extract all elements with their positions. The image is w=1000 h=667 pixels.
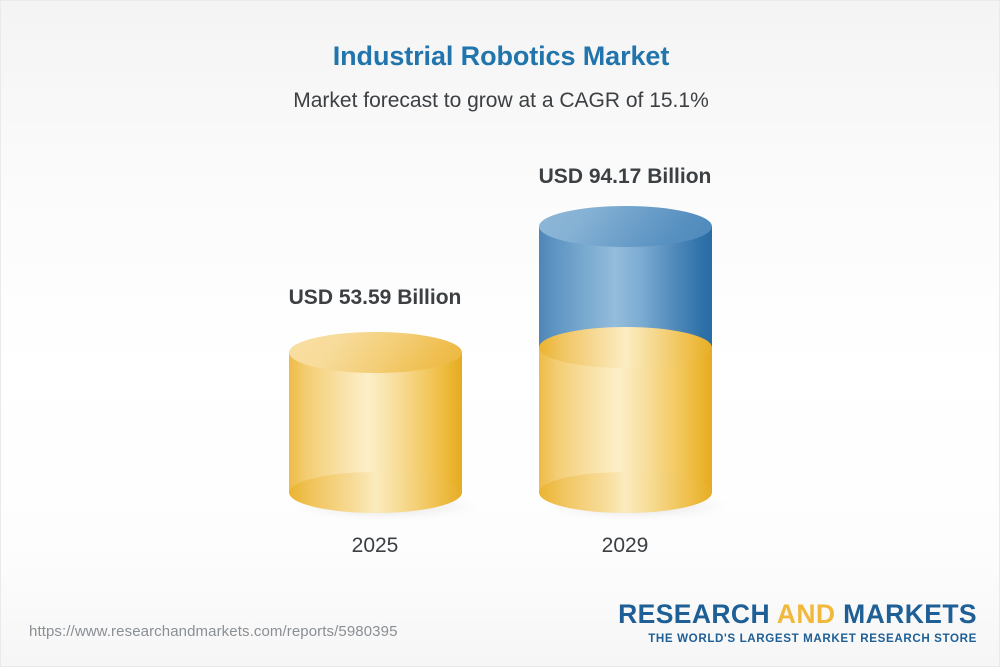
cylinder-top-cap: [289, 332, 462, 373]
cylinder-bottom-cap: [289, 472, 462, 513]
bar-cylinder-2025[interactable]: [289, 332, 475, 519]
report-url[interactable]: https://www.researchandmarkets.com/repor…: [29, 623, 398, 640]
brand-tagline: THE WORLD'S LARGEST MARKET RESEARCH STOR…: [648, 631, 977, 645]
value-label-2029: USD 94.17 Billion: [538, 165, 712, 188]
cylinder-bottom-cap: [539, 472, 712, 513]
brand-word-research: RESEARCH: [618, 599, 777, 629]
brand-word-and: AND: [776, 599, 836, 629]
brand-logo[interactable]: RESEARCH AND MARKETS THE WORLD'S LARGEST…: [618, 599, 977, 645]
axis-label-2025: 2025: [351, 534, 399, 557]
chart-subtitle: Market forecast to grow at a CAGR of 15.…: [293, 89, 709, 112]
axis-label-2029: 2029: [601, 534, 649, 557]
cylinder-body-base-fill: [289, 352, 462, 493]
brand-wordmark: RESEARCH AND MARKETS: [618, 599, 977, 629]
cylinder-split-cap: [539, 327, 712, 368]
value-label-2025: USD 53.59 Billion: [288, 286, 462, 309]
brand-word-markets: MARKETS: [835, 599, 977, 629]
page-title: Industrial Robotics Market: [332, 41, 670, 71]
bar-cylinder-2029[interactable]: [539, 206, 725, 519]
cylinder-top-cap: [539, 206, 712, 247]
